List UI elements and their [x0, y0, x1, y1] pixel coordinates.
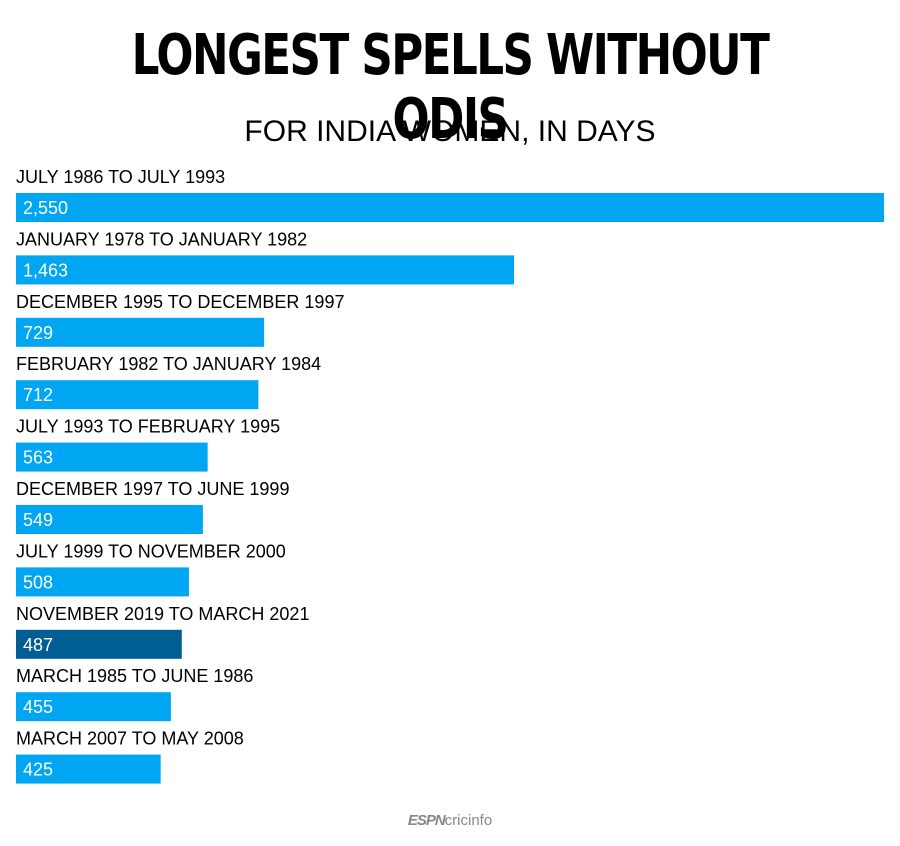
value-label: 549: [23, 510, 53, 530]
category-label: MARCH 1985 TO JUNE 1986: [16, 666, 253, 686]
value-label: 563: [23, 448, 53, 468]
category-label: NOVEMBER 2019 TO MARCH 2021: [16, 604, 309, 624]
bar: [16, 255, 514, 285]
chart-subtitle: FOR INDIA WOMEN, IN DAYS: [244, 115, 656, 148]
value-label: 729: [23, 323, 53, 343]
bar: [16, 505, 203, 534]
logo-espn-text: ESPN: [407, 812, 446, 829]
category-label: JULY 1986 TO JULY 1993: [16, 167, 225, 187]
value-label: 2,550: [23, 198, 68, 218]
value-label: 508: [23, 572, 53, 592]
bar: [16, 442, 208, 472]
value-label: 425: [23, 760, 53, 780]
value-label: 487: [23, 635, 53, 655]
value-label: 455: [23, 697, 53, 717]
bar: [16, 193, 884, 222]
value-label: 712: [23, 385, 53, 405]
category-label: DECEMBER 1997 TO JUNE 1999: [16, 479, 289, 499]
category-label: MARCH 2007 TO MAY 2008: [16, 729, 244, 749]
chart-title: LONGEST SPELLS WITHOUT ODIS: [131, 23, 770, 152]
category-label: JANUARY 1978 TO JANUARY 1982: [16, 229, 307, 249]
bar: [16, 317, 265, 347]
category-label: JULY 1999 TO NOVEMBER 2000: [16, 541, 286, 561]
espncricinfo-logo: ESPNcricinfo: [0, 812, 900, 829]
category-label: FEBRUARY 1982 TO JANUARY 1984: [16, 354, 321, 374]
value-label: 1,463: [23, 260, 68, 280]
bar: [16, 692, 171, 722]
bar: [16, 754, 161, 784]
logo-cricinfo-text: cricinfo: [444, 812, 493, 829]
bar: [16, 629, 182, 659]
bar: [16, 380, 259, 410]
category-label: JULY 1993 TO FEBRUARY 1995: [16, 417, 280, 437]
category-label: DECEMBER 1995 TO DECEMBER 1997: [16, 292, 344, 312]
bar: [16, 567, 189, 597]
